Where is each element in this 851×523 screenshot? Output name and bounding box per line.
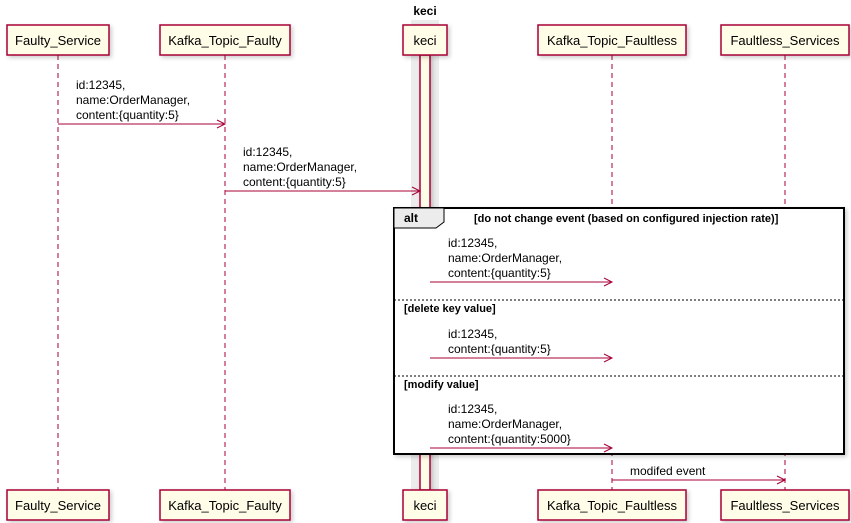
- participant-label-kafka_faulty: Kafka_Topic_Faulty: [168, 33, 282, 48]
- message-text: name:OrderManager,: [76, 93, 190, 107]
- activation-header: keci: [413, 4, 436, 18]
- message-text: id:12345,: [448, 327, 497, 341]
- message-text: modifed event: [630, 464, 706, 478]
- message-text: id:12345,: [76, 78, 125, 92]
- participant-label-keci: keci: [413, 33, 436, 48]
- message-text: name:OrderManager,: [448, 417, 562, 431]
- participant-label-kafka_faultless: Kafka_Topic_Faultless: [547, 498, 678, 513]
- message-text: content:{quantity:5}: [448, 266, 551, 280]
- message-text: name:OrderManager,: [243, 160, 357, 174]
- participant-label-kafka_faultless: Kafka_Topic_Faultless: [547, 33, 678, 48]
- alt-label: alt: [404, 211, 418, 225]
- sequence-diagram: keci Faulty_Service Faulty_Service Kafka_To…: [0, 0, 851, 523]
- alt-guard: [do not change event (based on configure…: [474, 213, 779, 225]
- participant-label-keci: keci: [413, 498, 436, 513]
- message-text: id:12345,: [448, 402, 497, 416]
- alt-guard: [delete key value]: [404, 303, 496, 315]
- alt-guard: [modify value]: [404, 379, 479, 391]
- message-text: id:12345,: [448, 236, 497, 250]
- alt-label-box: [394, 208, 444, 228]
- message-text: content:{quantity:5}: [76, 108, 179, 122]
- message-text: content:{quantity:5}: [448, 342, 551, 356]
- participant-label-faultless_services: Faultless_Services: [730, 498, 840, 513]
- message-text: id:12345,: [243, 145, 292, 159]
- message-text: content:{quantity:5000}: [448, 432, 571, 446]
- message-text: content:{quantity:5}: [243, 175, 346, 189]
- participant-label-faultless_services: Faultless_Services: [730, 33, 840, 48]
- participant-label-faulty_service: Faulty_Service: [15, 33, 101, 48]
- participant-label-faulty_service: Faulty_Service: [15, 498, 101, 513]
- participant-label-kafka_faulty: Kafka_Topic_Faulty: [168, 498, 282, 513]
- message-text: name:OrderManager,: [448, 251, 562, 265]
